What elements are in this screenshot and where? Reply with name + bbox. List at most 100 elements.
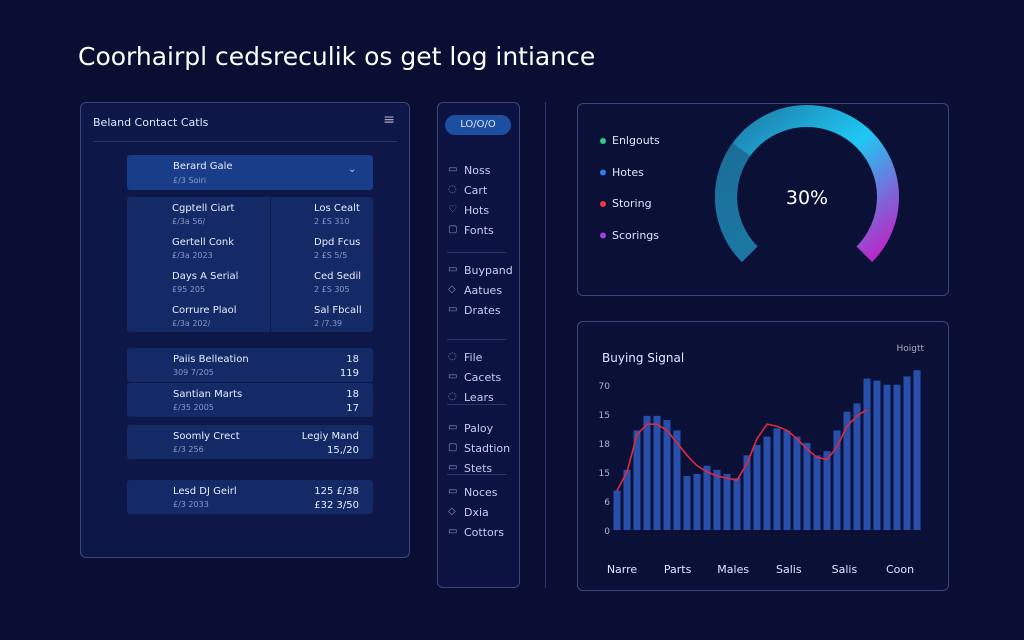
bar — [673, 430, 681, 530]
bar — [843, 411, 851, 530]
contact-value: 125 £/38 — [314, 486, 359, 497]
nav-item[interactable]: Lears — [464, 391, 494, 404]
nav-icon[interactable]: ▭ — [448, 486, 458, 497]
nav-item[interactable]: Aatues — [464, 284, 503, 297]
bar — [713, 469, 721, 530]
contact-value: Legiy Mand — [301, 431, 359, 442]
contact-name: Dpd Fcus — [314, 237, 361, 248]
contact-detail: £/3a 56/ — [172, 217, 206, 226]
contact-row[interactable] — [127, 383, 373, 417]
bar — [823, 451, 831, 530]
y-axis-label: 6 — [604, 498, 610, 508]
bar — [903, 376, 911, 530]
contact-detail: 2 £S 305 — [314, 285, 350, 294]
nav-item[interactable]: Stets — [464, 462, 493, 475]
x-axis-label: Salis — [776, 563, 802, 576]
divider — [93, 141, 397, 142]
contact-grid — [127, 197, 373, 332]
contact-row[interactable] — [127, 348, 373, 382]
nav-icon[interactable]: ◇ — [448, 284, 456, 295]
bar — [793, 436, 801, 530]
contact-detail: £/3a 2023 — [172, 251, 213, 260]
nav-icon[interactable]: ▭ — [448, 304, 458, 315]
nav-item[interactable]: Cottors — [464, 526, 505, 539]
bar — [863, 378, 871, 530]
nav-item[interactable]: Drates — [464, 304, 501, 317]
nav-button[interactable]: LO/O/O — [445, 115, 511, 135]
x-axis-label: Narre — [607, 563, 638, 576]
y-axis-label: 15 — [599, 411, 610, 421]
contact-sub: 15,/20 — [327, 445, 359, 456]
nav-item[interactable]: Cart — [464, 184, 488, 197]
contact-row[interactable] — [127, 425, 373, 459]
divider — [545, 102, 546, 588]
gauge-label: 30% — [786, 187, 828, 209]
bar — [643, 415, 651, 530]
nav-icon[interactable]: ▭ — [448, 371, 458, 382]
y-axis-label: 15 — [599, 469, 610, 479]
contact-value: 18 — [346, 389, 359, 400]
y-axis-label: 18 — [599, 440, 611, 450]
bar — [613, 490, 621, 530]
legend-label: Storing — [612, 197, 652, 210]
page-title: Coorhairpl cedsreculik os get log intian… — [78, 42, 596, 71]
nav-icon[interactable]: ♡ — [448, 204, 457, 215]
contact-detail: 2 £S 5/5 — [314, 251, 348, 260]
bar — [723, 473, 731, 530]
contact-detail: 309 7/205 — [173, 368, 214, 377]
legend-label: Enlgouts — [612, 134, 660, 147]
nav-icon[interactable]: ▭ — [448, 526, 458, 537]
bar — [773, 428, 781, 530]
bar — [733, 478, 741, 530]
legend-label: Scorings — [612, 228, 660, 242]
nav-icon[interactable]: ▢ — [448, 442, 458, 453]
contact-sub: 17 — [346, 403, 359, 414]
contact-name: Santian Marts — [173, 389, 243, 400]
nav-item[interactable]: Cacets — [464, 371, 502, 384]
contact-name: Days A Serial — [172, 271, 239, 282]
contact-name: Lesd DJ Geirl — [173, 486, 237, 497]
nav-item[interactable]: Fonts — [464, 224, 494, 237]
legend-dot — [600, 169, 606, 176]
bar — [703, 465, 711, 530]
bar — [763, 436, 771, 530]
divider — [447, 474, 507, 475]
bar — [803, 442, 811, 530]
bar — [753, 444, 761, 530]
nav-icon[interactable]: ◌ — [448, 351, 457, 362]
nav-icon[interactable]: ▭ — [448, 462, 458, 473]
x-axis-label: Coon — [886, 563, 914, 576]
contact-row[interactable] — [127, 480, 373, 514]
chevron[interactable]: ⌄ — [348, 164, 357, 175]
contact-value: 18 — [346, 354, 359, 365]
nav-item[interactable]: Buypand — [464, 264, 513, 277]
nav-icon[interactable]: ▢ — [448, 224, 458, 235]
bar — [693, 473, 701, 530]
bar — [663, 420, 671, 530]
nav-item[interactable]: Paloy — [464, 422, 494, 435]
nav-item[interactable]: Hots — [464, 204, 490, 217]
bar — [853, 403, 861, 530]
nav-item[interactable]: Dxia — [464, 506, 489, 519]
nav-item[interactable]: Noces — [464, 486, 498, 499]
x-axis-label: Males — [717, 563, 749, 576]
bar — [683, 476, 691, 530]
divider — [447, 404, 507, 405]
nav-item[interactable]: Noss — [464, 164, 491, 177]
menu-icon[interactable]: ≡ — [383, 112, 395, 128]
x-axis-label: Salis — [832, 563, 858, 576]
nav-icon[interactable]: ◌ — [448, 184, 457, 195]
nav-item[interactable]: File — [464, 351, 483, 364]
nav-icon[interactable]: ▭ — [448, 422, 458, 433]
nav-icon[interactable]: ▭ — [448, 164, 458, 175]
contact-row[interactable] — [127, 155, 373, 190]
nav-icon[interactable]: ▭ — [448, 264, 458, 275]
nav-icon[interactable]: ◌ — [448, 391, 457, 402]
x-axis-label: Parts — [664, 563, 692, 576]
nav-item[interactable]: Stadtion — [464, 442, 511, 455]
bar — [883, 384, 891, 530]
nav-icon[interactable]: ◇ — [448, 506, 456, 517]
y-axis-label: 70 — [599, 382, 611, 392]
legend-dot — [600, 138, 606, 144]
